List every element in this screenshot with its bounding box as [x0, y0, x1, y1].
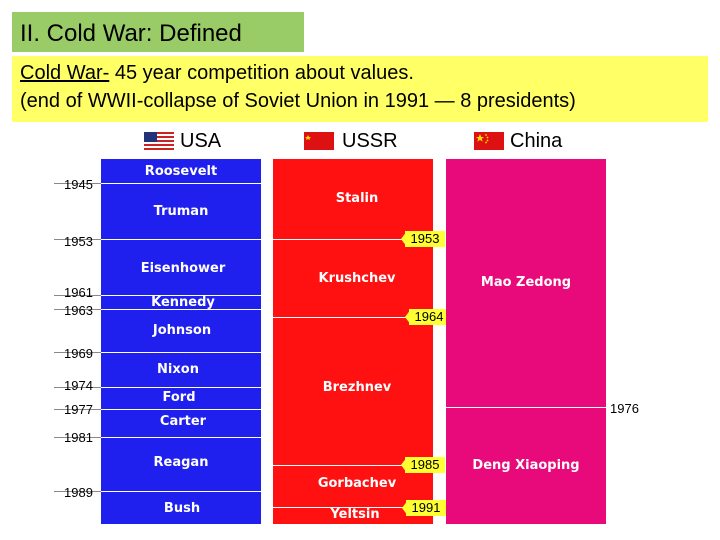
term-divider [101, 352, 261, 353]
title-box: II. Cold War: Defined [12, 12, 304, 52]
year-leader-line [54, 295, 101, 296]
leader-krushchev: Krushchev [318, 271, 396, 286]
usa-column: Roosevelt Truman Eisenhower Kennedy John… [101, 159, 261, 524]
badge-pointer [401, 457, 407, 473]
usa-year-1945: 1945 [64, 177, 93, 192]
year-leader-line [54, 437, 101, 438]
term-divider [101, 239, 261, 240]
term-divider [101, 409, 261, 410]
year-leader-line [54, 239, 101, 240]
ussr-year-1991-badge: 1991 [406, 500, 446, 516]
ussr-year-1964-badge: 1964 [409, 309, 449, 325]
usa-label: USA [180, 130, 222, 152]
usa-year-1961: 1961 [64, 285, 93, 300]
china-year-1976: 1976 [610, 401, 639, 416]
us-flag-icon [144, 132, 174, 150]
term-divider [101, 309, 261, 310]
term-divider [273, 239, 433, 240]
term-divider [101, 387, 261, 388]
leader-deng-xiaoping: Deng Xiaoping [472, 458, 580, 473]
definition-box: Cold War- 45 year competition about valu… [12, 56, 708, 122]
ussr-header: USSR [304, 128, 444, 156]
usa-year-1963: 1963 [64, 303, 93, 318]
usa-year-1974: 1974 [64, 378, 93, 393]
definition-line-1: Cold War- 45 year competition about valu… [20, 62, 414, 85]
definition-term: Cold War- [20, 62, 110, 84]
year-leader-line [54, 352, 101, 353]
term-divider [446, 407, 606, 408]
usa-header: USA [140, 128, 280, 156]
leader-gorbachev: Gorbachev [317, 476, 397, 491]
leader-stalin: Stalin [335, 191, 379, 206]
term-divider [101, 183, 261, 184]
leader-brezhnev: Brezhnev [322, 380, 392, 395]
ussr-label: USSR [342, 130, 398, 152]
china-column: Mao Zedong Deng Xiaoping [446, 159, 606, 524]
usa-year-1953: 1953 [64, 234, 93, 249]
leader-reagan: Reagan [153, 455, 209, 470]
china-label: China [510, 130, 563, 152]
term-divider [101, 295, 261, 296]
year-leader-line [54, 491, 101, 492]
year-leader-line [54, 387, 101, 388]
leader-carter: Carter [159, 414, 207, 429]
leader-ford: Ford [162, 390, 196, 405]
leader-truman: Truman [153, 204, 209, 219]
leader-bush: Bush [163, 501, 201, 516]
ussr-flag-icon [304, 132, 334, 150]
leader-johnson: Johnson [152, 323, 212, 338]
year-leader-line [54, 409, 101, 410]
badge-pointer [402, 500, 408, 516]
leader-mao-zedong: Mao Zedong [480, 275, 572, 290]
badge-pointer [405, 309, 411, 325]
leader-yeltsin: Yeltsin [330, 507, 380, 522]
term-divider [273, 507, 433, 508]
term-divider [101, 491, 261, 492]
china-flag-icon [474, 132, 504, 150]
leader-nixon: Nixon [157, 362, 199, 377]
term-divider [273, 465, 433, 466]
leader-kennedy: Kennedy [151, 295, 215, 310]
slide-title: II. Cold War: Defined [20, 20, 242, 47]
ussr-year-1953-badge: 1953 [405, 231, 445, 247]
usa-year-1977: 1977 [64, 402, 93, 417]
badge-pointer [401, 231, 407, 247]
usa-year-1981: 1981 [64, 430, 93, 445]
year-leader-line [54, 309, 101, 310]
leader-eisenhower: Eisenhower [140, 261, 226, 276]
term-divider [273, 317, 433, 318]
leader-roosevelt: Roosevelt [144, 164, 218, 179]
term-divider [101, 437, 261, 438]
year-leader-line [606, 407, 610, 408]
definition-text: 45 year competition about values. [109, 62, 414, 84]
definition-line-2: (end of WWII-collapse of Soviet Union in… [20, 90, 576, 112]
ussr-year-1985-badge: 1985 [405, 457, 445, 473]
year-leader-line [54, 183, 101, 184]
usa-year-1989: 1989 [64, 485, 93, 500]
china-header: China [474, 128, 614, 156]
usa-year-1969: 1969 [64, 346, 93, 361]
